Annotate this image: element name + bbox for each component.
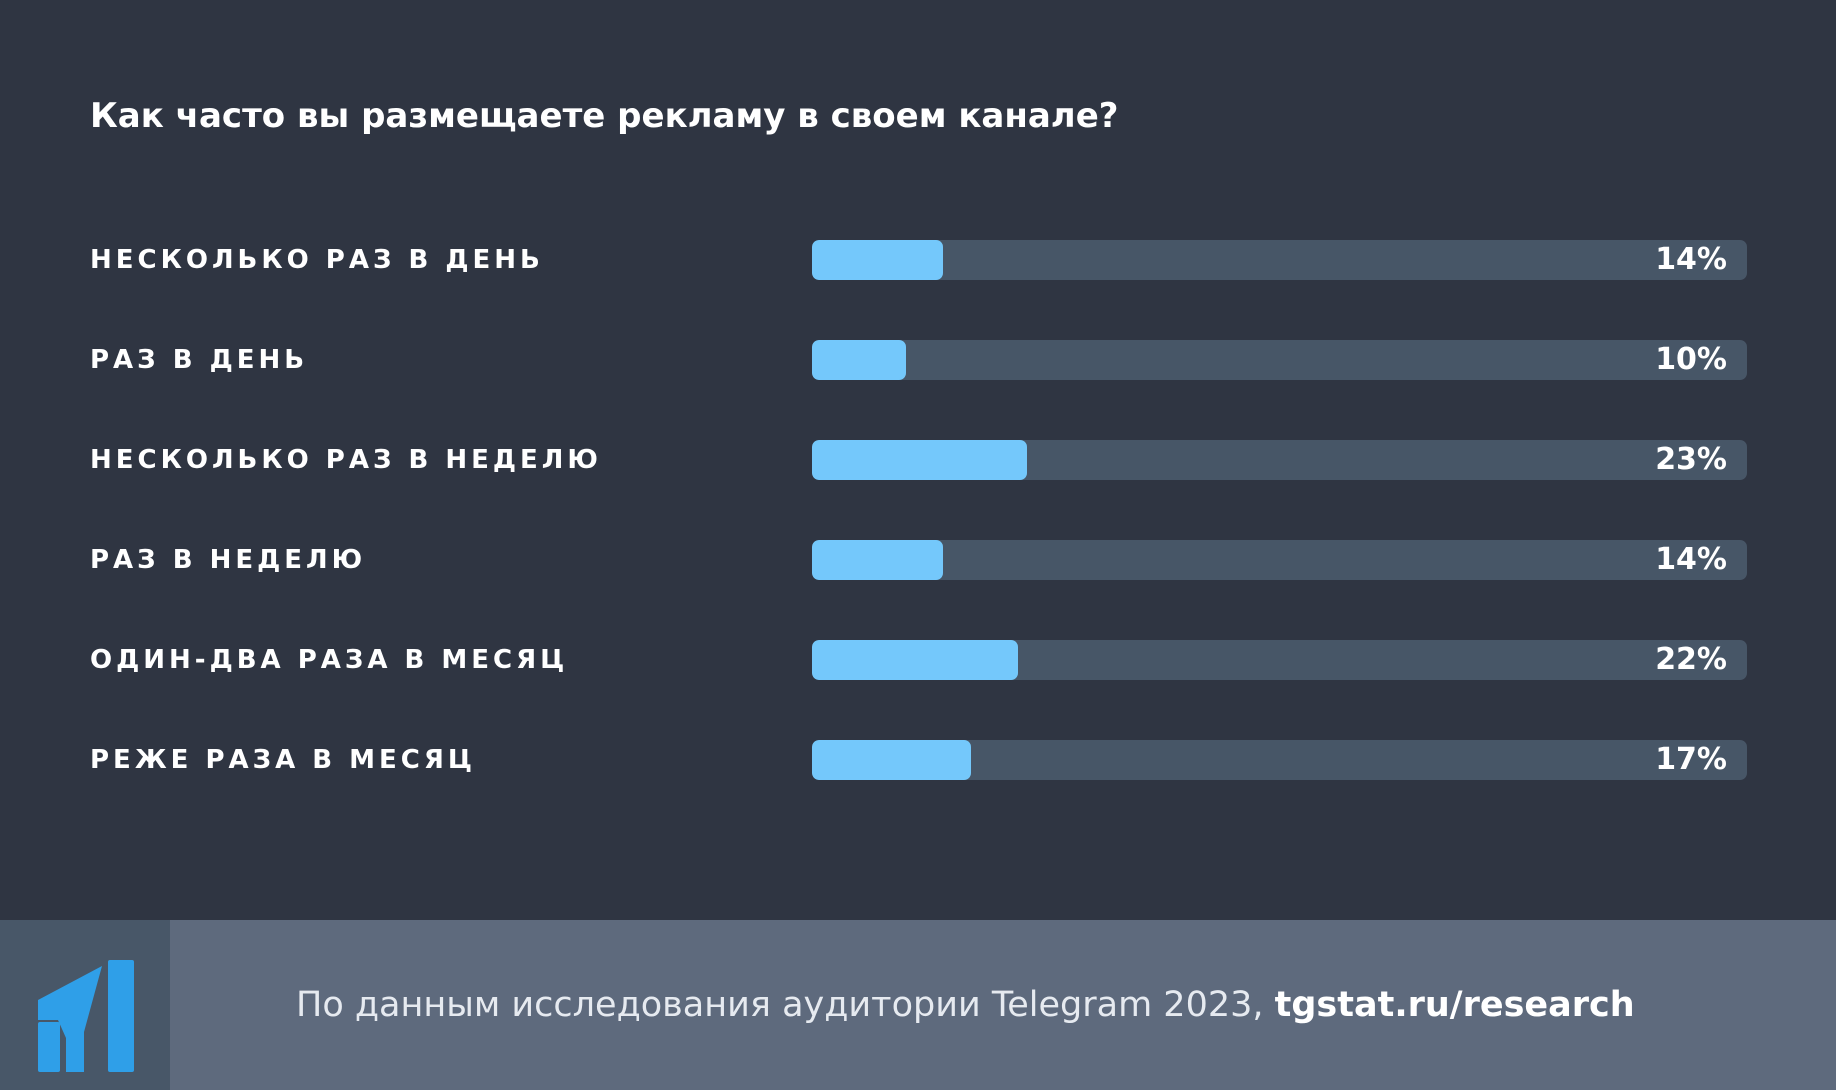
bar-chart: НЕСКОЛЬКО РАЗ В ДЕНЬ 14% РАЗ В ДЕНЬ 10% НЕСК… — [0, 240, 1836, 780]
bar-track: 10% — [812, 340, 1747, 380]
tgstat-logo-icon — [38, 960, 134, 1072]
value-label: 14% — [1655, 242, 1727, 277]
category-label: РАЗ В ДЕНЬ — [90, 345, 309, 375]
bar-track: 14% — [812, 240, 1747, 280]
bar-fill — [812, 240, 943, 280]
source-note: По данным исследования аудитории Telegra… — [296, 920, 1635, 1090]
bar-track: 22% — [812, 640, 1747, 680]
bar-fill — [812, 340, 906, 380]
source-text: По данным исследования аудитории Telegra… — [296, 985, 1275, 1025]
bar-track: 17% — [812, 740, 1747, 780]
value-label: 17% — [1655, 742, 1727, 777]
category-label: РАЗ В НЕДЕЛЮ — [90, 545, 367, 575]
bar-row: НЕСКОЛЬКО РАЗ В ДЕНЬ 14% — [0, 240, 1836, 280]
value-label: 10% — [1655, 342, 1727, 377]
value-label: 23% — [1655, 442, 1727, 477]
bar-fill — [812, 740, 971, 780]
value-label: 22% — [1655, 642, 1727, 677]
value-label: 14% — [1655, 542, 1727, 577]
bar-track: 14% — [812, 540, 1747, 580]
bar-fill — [812, 640, 1018, 680]
bar-row: РЕЖЕ РАЗА В МЕСЯЦ 17% — [0, 740, 1836, 780]
bar-row: РАЗ В ДЕНЬ 10% — [0, 340, 1836, 380]
bar-row: НЕСКОЛЬКО РАЗ В НЕДЕЛЮ 23% — [0, 440, 1836, 480]
category-label: НЕСКОЛЬКО РАЗ В ДЕНЬ — [90, 245, 544, 275]
bar-row: ОДИН-ДВА РАЗА В МЕСЯЦ 22% — [0, 640, 1836, 680]
category-label: НЕСКОЛЬКО РАЗ В НЕДЕЛЮ — [90, 445, 602, 475]
bar-fill — [812, 540, 943, 580]
category-label: РЕЖЕ РАЗА В МЕСЯЦ — [90, 745, 477, 775]
footer: По данным исследования аудитории Telegra… — [0, 920, 1836, 1090]
chart-title: Как часто вы размещаете рекламу в своем … — [90, 96, 1119, 136]
bar-track: 23% — [812, 440, 1747, 480]
source-link[interactable]: tgstat.ru/research — [1274, 985, 1635, 1025]
bar-fill — [812, 440, 1028, 480]
bar-row: РАЗ В НЕДЕЛЮ 14% — [0, 540, 1836, 580]
category-label: ОДИН-ДВА РАЗА В МЕСЯЦ — [90, 645, 569, 675]
logo-panel — [0, 920, 170, 1090]
